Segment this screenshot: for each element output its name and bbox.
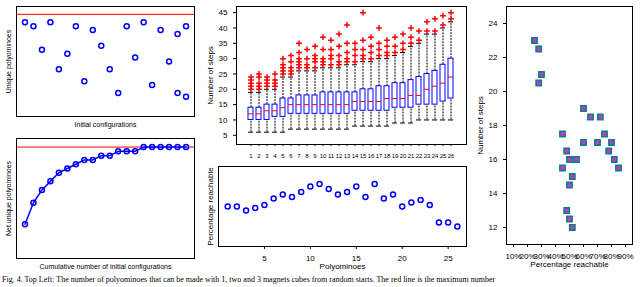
svg-text:Initial configurations: Initial configurations <box>75 121 137 129</box>
svg-text:Polyominoes: Polyominoes <box>320 262 366 271</box>
svg-text:11: 11 <box>328 153 335 159</box>
svg-text:15: 15 <box>351 254 361 264</box>
svg-text:45: 45 <box>219 8 228 17</box>
svg-text:16: 16 <box>368 153 375 159</box>
html-text:Fig. 4. Top Left: The number o: Fig. 4. Top Left: The number of polyomin… <box>2 275 496 284</box>
svg-text:22: 22 <box>416 153 423 159</box>
svg-text:10: 10 <box>306 254 315 263</box>
svg-text:2: 2 <box>257 153 261 159</box>
svg-text:7: 7 <box>297 153 301 159</box>
svg-text:5: 5 <box>223 131 228 140</box>
svg-text:20: 20 <box>400 153 407 159</box>
svg-text:17: 17 <box>376 153 383 159</box>
svg-text:1: 1 <box>249 153 253 159</box>
svg-text:10: 10 <box>320 153 327 159</box>
svg-text:16: 16 <box>489 155 498 164</box>
svg-text:Unique polyominoes: Unique polyominoes <box>5 29 13 93</box>
svg-text:Percentage reachable: Percentage reachable <box>206 167 215 246</box>
svg-text:8: 8 <box>305 153 309 159</box>
svg-text:5: 5 <box>281 153 285 159</box>
svg-text:23: 23 <box>424 153 431 159</box>
svg-text:24: 24 <box>432 153 439 159</box>
svg-text:12: 12 <box>489 223 498 232</box>
svg-text:20%: 20% <box>519 252 536 262</box>
svg-text:18: 18 <box>489 121 498 130</box>
svg-text:20: 20 <box>219 85 228 94</box>
svg-text:25: 25 <box>219 70 228 79</box>
svg-text:26: 26 <box>448 153 455 159</box>
svg-text:6: 6 <box>289 153 293 159</box>
svg-text:20: 20 <box>398 254 407 263</box>
svg-text:9: 9 <box>313 153 317 159</box>
svg-text:13: 13 <box>344 153 351 159</box>
svg-text:40: 40 <box>219 24 228 33</box>
svg-text:Net unique polyominoes: Net unique polyominoes <box>5 160 13 236</box>
svg-text:20: 20 <box>489 87 498 96</box>
svg-text:30: 30 <box>219 54 228 63</box>
svg-text:Number of steps: Number of steps <box>206 46 215 105</box>
svg-text:10%: 10% <box>505 252 522 262</box>
svg-text:19: 19 <box>392 153 399 159</box>
svg-text:25: 25 <box>440 153 447 159</box>
svg-text:21: 21 <box>408 153 415 159</box>
svg-text:10: 10 <box>219 116 228 125</box>
svg-text:Number of steps: Number of steps <box>476 96 485 155</box>
svg-text:15: 15 <box>219 100 228 109</box>
svg-text:24: 24 <box>489 19 498 28</box>
svg-text:Percentage reachable: Percentage reachable <box>530 260 609 269</box>
svg-text:14: 14 <box>352 153 359 159</box>
svg-text:14: 14 <box>489 189 498 198</box>
svg-text:90%: 90% <box>617 252 633 261</box>
svg-text:35: 35 <box>219 39 228 48</box>
svg-text:25: 25 <box>444 254 453 263</box>
svg-text:18: 18 <box>384 153 391 159</box>
svg-text:5: 5 <box>262 254 267 263</box>
svg-text:4: 4 <box>273 153 277 159</box>
svg-text:12: 12 <box>336 153 343 159</box>
svg-text:3: 3 <box>265 153 269 159</box>
svg-text:Cumulative number of initial c: Cumulative number of initial configurati… <box>40 263 172 271</box>
svg-text:22: 22 <box>489 53 498 62</box>
svg-text:15: 15 <box>360 153 367 159</box>
